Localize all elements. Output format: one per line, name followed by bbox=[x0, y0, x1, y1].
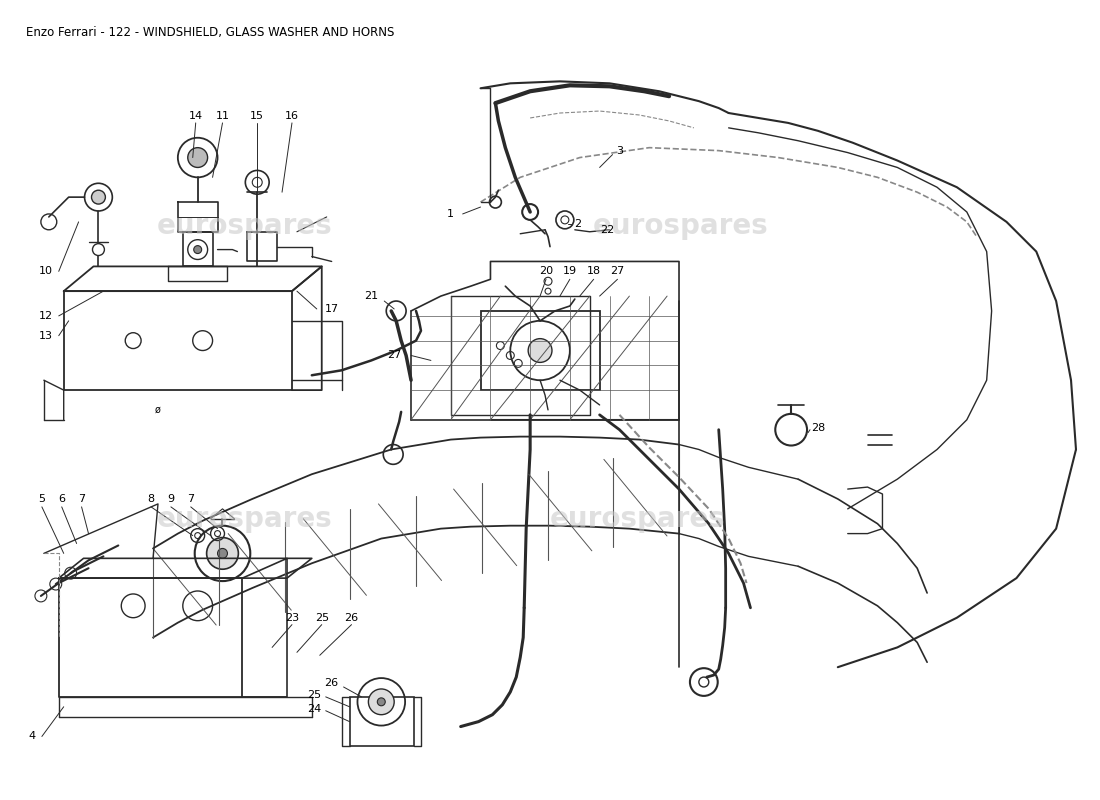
Circle shape bbox=[528, 338, 552, 362]
Text: 21: 21 bbox=[364, 291, 378, 301]
Text: 26: 26 bbox=[324, 678, 339, 688]
Text: 14: 14 bbox=[188, 111, 202, 121]
Text: 2: 2 bbox=[574, 219, 582, 229]
Text: 3: 3 bbox=[616, 146, 623, 156]
Text: 1: 1 bbox=[448, 209, 454, 219]
Text: eurospares: eurospares bbox=[156, 505, 332, 533]
Text: ø: ø bbox=[155, 405, 161, 415]
Circle shape bbox=[218, 549, 228, 558]
Text: 13: 13 bbox=[39, 330, 53, 341]
Text: 27: 27 bbox=[610, 266, 625, 276]
Text: 19: 19 bbox=[563, 266, 576, 276]
Text: 17: 17 bbox=[324, 304, 339, 314]
Text: 27: 27 bbox=[387, 350, 402, 361]
Text: eurospares: eurospares bbox=[156, 212, 332, 240]
Text: 8: 8 bbox=[147, 494, 155, 504]
Text: 20: 20 bbox=[539, 266, 553, 276]
Text: 25: 25 bbox=[315, 613, 329, 622]
Text: Enzo Ferrari - 122 - WINDSHIELD, GLASS WASHER AND HORNS: Enzo Ferrari - 122 - WINDSHIELD, GLASS W… bbox=[26, 26, 395, 39]
Circle shape bbox=[207, 538, 239, 570]
Bar bbox=[350, 697, 414, 746]
Text: 24: 24 bbox=[307, 704, 321, 714]
Text: 5: 5 bbox=[39, 494, 45, 504]
Text: 16: 16 bbox=[285, 111, 299, 121]
Text: 28: 28 bbox=[811, 422, 825, 433]
Circle shape bbox=[368, 689, 394, 714]
Text: eurospares: eurospares bbox=[550, 505, 725, 533]
Text: 15: 15 bbox=[250, 111, 264, 121]
Circle shape bbox=[194, 246, 201, 254]
Text: 11: 11 bbox=[216, 111, 230, 121]
Text: 12: 12 bbox=[39, 311, 53, 321]
Text: 26: 26 bbox=[344, 613, 359, 622]
Text: 7: 7 bbox=[78, 494, 85, 504]
Text: 4: 4 bbox=[29, 731, 35, 742]
Bar bbox=[481, 311, 600, 390]
Text: 9: 9 bbox=[167, 494, 175, 504]
Text: 7: 7 bbox=[187, 494, 195, 504]
Text: 22: 22 bbox=[601, 225, 615, 234]
Circle shape bbox=[91, 190, 106, 204]
Text: eurospares: eurospares bbox=[593, 212, 769, 240]
Text: 23: 23 bbox=[285, 613, 299, 622]
Text: 6: 6 bbox=[58, 494, 65, 504]
Circle shape bbox=[188, 148, 208, 167]
Text: 25: 25 bbox=[307, 690, 321, 700]
Text: 10: 10 bbox=[39, 266, 53, 276]
Text: 18: 18 bbox=[586, 266, 601, 276]
Circle shape bbox=[377, 698, 385, 706]
